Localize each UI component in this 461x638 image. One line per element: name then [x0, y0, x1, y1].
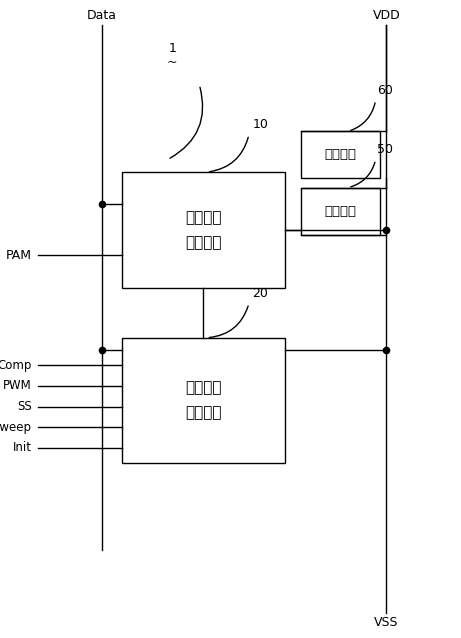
Text: 10: 10 [252, 119, 268, 131]
Text: Init: Init [13, 441, 32, 454]
Text: Comp: Comp [0, 359, 32, 372]
Text: 第二数据
写入模块: 第二数据 写入模块 [185, 380, 222, 420]
Text: PWM: PWM [3, 380, 32, 392]
Text: VSS: VSS [374, 616, 399, 629]
Text: SS: SS [17, 400, 32, 413]
Text: 驱动开关: 驱动开关 [324, 205, 356, 218]
Text: Sweep: Sweep [0, 420, 32, 434]
Text: 第一数据
写入模块: 第一数据 写入模块 [185, 210, 222, 249]
Text: Data: Data [87, 9, 117, 22]
Bar [122, 172, 285, 288]
Text: 发光器件: 发光器件 [324, 149, 356, 161]
Bar [122, 338, 285, 463]
Text: VDD: VDD [372, 9, 400, 22]
Bar [301, 188, 379, 235]
Text: 1
~: 1 ~ [167, 42, 177, 69]
Text: PAM: PAM [6, 249, 32, 262]
Text: 20: 20 [252, 287, 268, 300]
Text: 60: 60 [377, 84, 393, 97]
Bar [301, 131, 379, 179]
Text: 50: 50 [377, 144, 393, 156]
